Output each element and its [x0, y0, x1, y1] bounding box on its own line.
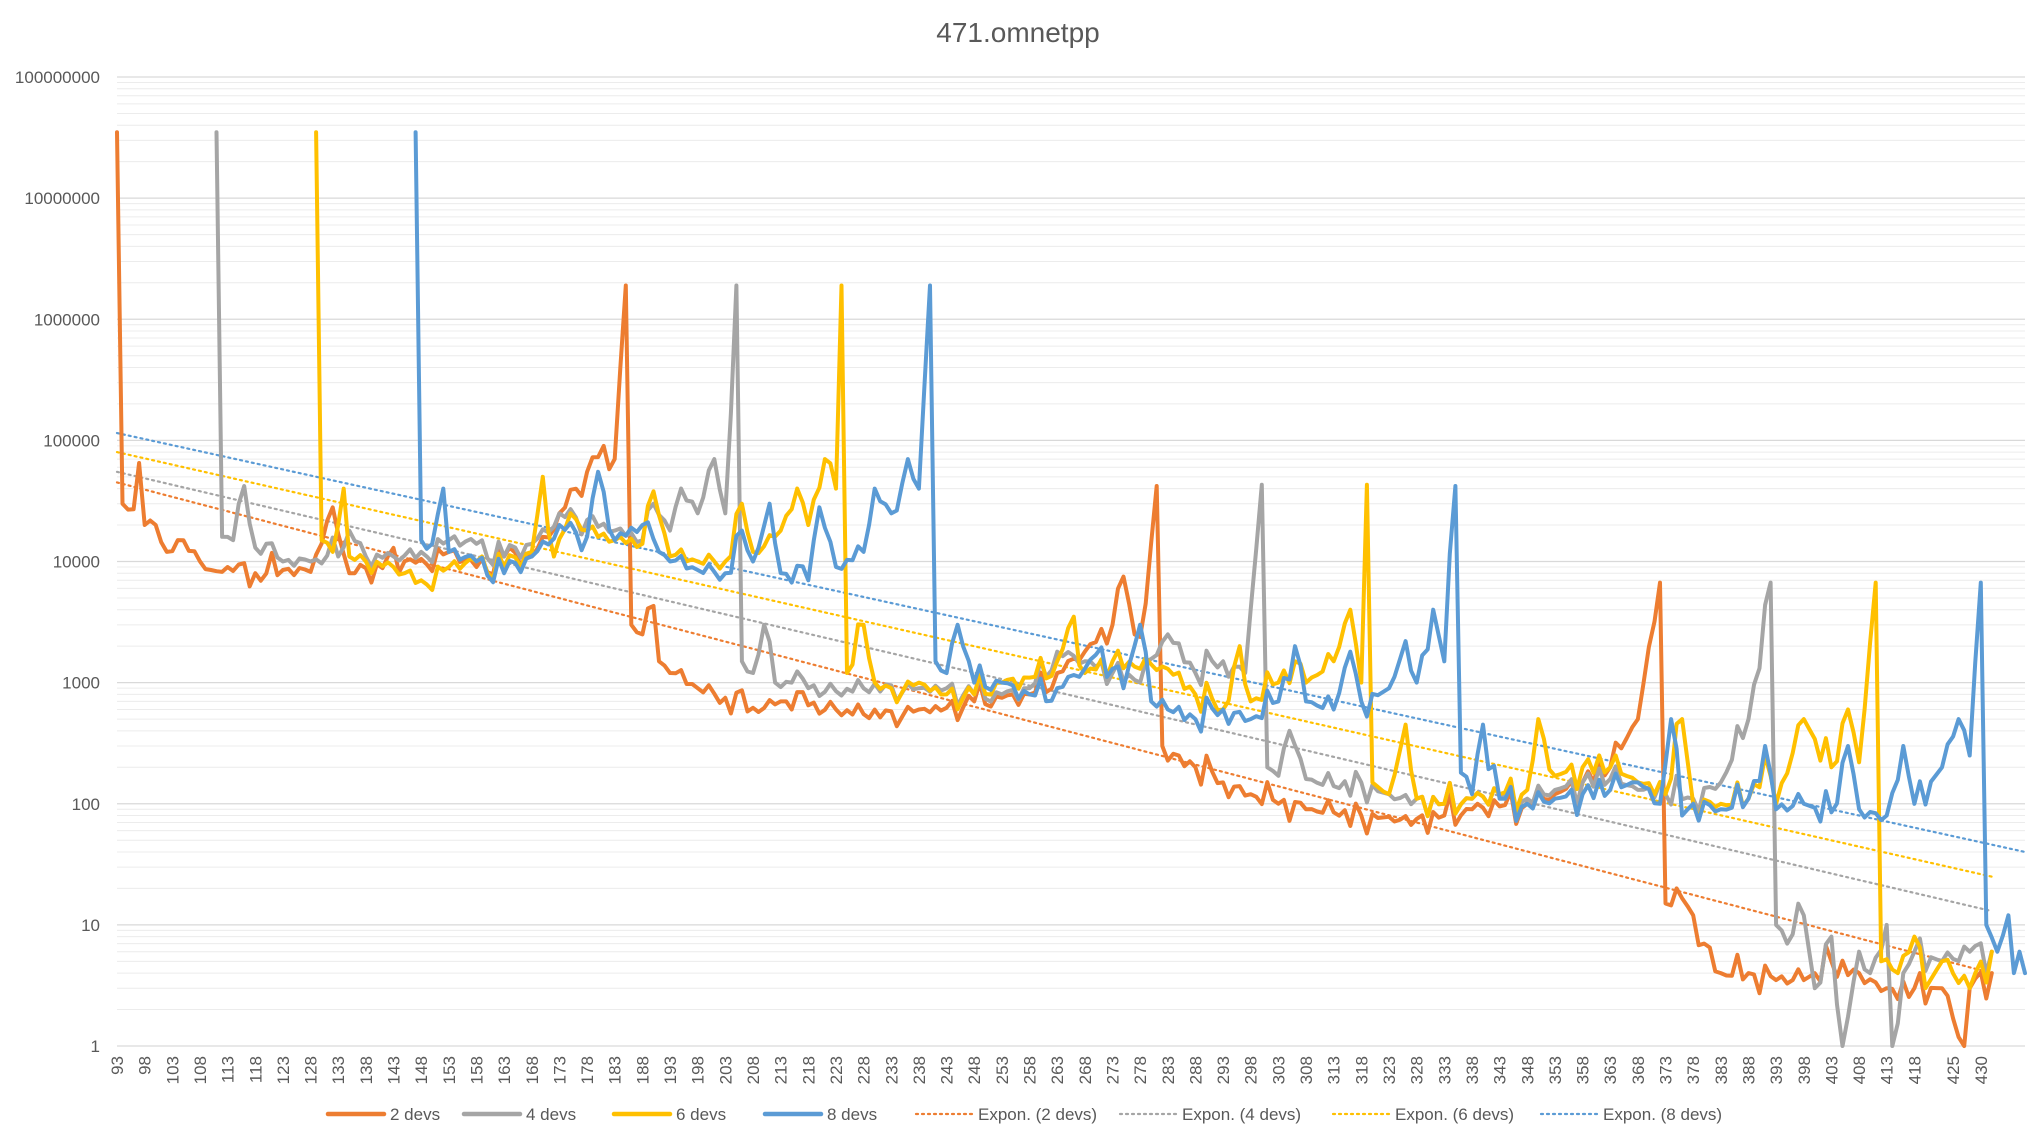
x-tick-label: 173: [550, 1056, 569, 1084]
x-tick-label: 368: [1629, 1056, 1648, 1084]
x-tick-label: 153: [440, 1056, 459, 1084]
legend-label: Expon. (2 devs): [978, 1105, 1097, 1124]
legend-label: 8 devs: [827, 1105, 877, 1124]
x-tick-label: 343: [1491, 1056, 1510, 1084]
y-tick-label: 10000000: [24, 189, 100, 208]
x-tick-label: 223: [827, 1056, 846, 1084]
x-tick-label: 358: [1574, 1056, 1593, 1084]
x-tick-label: 258: [1021, 1056, 1040, 1084]
x-tick-label: 198: [689, 1056, 708, 1084]
x-tick-label: 183: [606, 1056, 625, 1084]
y-tick-label: 1000000: [34, 310, 100, 329]
x-tick-label: 298: [1242, 1056, 1261, 1084]
x-tick-label: 268: [1076, 1056, 1095, 1084]
x-tick-label: 208: [744, 1056, 763, 1084]
x-tick-label: 425: [1944, 1056, 1963, 1084]
x-tick-label: 303: [1269, 1056, 1288, 1084]
x-tick-label: 418: [1905, 1056, 1924, 1084]
x-tick-label: 278: [1131, 1056, 1150, 1084]
x-tick-label: 193: [661, 1056, 680, 1084]
x-tick-label: 238: [910, 1056, 929, 1084]
y-tick-label: 100000: [43, 431, 100, 450]
legend-label: 2 devs: [390, 1105, 440, 1124]
legend-label: 4 devs: [526, 1105, 576, 1124]
x-tick-label: 283: [1159, 1056, 1178, 1084]
x-tick-label: 203: [716, 1056, 735, 1084]
x-tick-label: 333: [1435, 1056, 1454, 1084]
x-tick-label: 158: [467, 1056, 486, 1084]
x-tick-label: 123: [274, 1056, 293, 1084]
x-tick-label: 138: [357, 1056, 376, 1084]
x-tick-label: 313: [1325, 1056, 1344, 1084]
legend-label: Expon. (6 devs): [1395, 1105, 1514, 1124]
x-tick-label: 178: [578, 1056, 597, 1084]
x-tick-label: 388: [1739, 1056, 1758, 1084]
y-tick-label: 10000: [53, 553, 100, 572]
x-tick-label: 213: [772, 1056, 791, 1084]
x-tick-label: 408: [1850, 1056, 1869, 1084]
chart-title: 471.omnetpp: [936, 17, 1099, 48]
x-tick-label: 403: [1822, 1056, 1841, 1084]
x-tick-label: 348: [1518, 1056, 1537, 1084]
x-tick-label: 218: [799, 1056, 818, 1084]
x-tick-label: 143: [385, 1056, 404, 1084]
x-tick-label: 328: [1408, 1056, 1427, 1084]
x-tick-label: 430: [1972, 1056, 1991, 1084]
trendline-Expon. (8 devs): [115, 431, 2027, 854]
x-tick-label: 338: [1463, 1056, 1482, 1084]
x-tick-label: 113: [219, 1056, 238, 1083]
x-tick-label: 108: [191, 1056, 210, 1084]
x-tick-label: 288: [1186, 1056, 1205, 1084]
x-tick-label: 318: [1352, 1056, 1371, 1084]
x-tick-label: 98: [136, 1056, 155, 1075]
x-tick-label: 148: [412, 1056, 431, 1084]
x-tick-label: 163: [495, 1056, 514, 1084]
x-tick-label: 228: [855, 1056, 874, 1084]
x-tick-label: 363: [1601, 1056, 1620, 1084]
y-tick-label: 1000: [62, 674, 100, 693]
x-tick-label: 353: [1546, 1056, 1565, 1084]
x-tick-label: 263: [1048, 1056, 1067, 1084]
x-tick-label: 373: [1657, 1056, 1676, 1084]
series-6-devs: [314, 130, 1994, 991]
x-tick-label: 383: [1712, 1056, 1731, 1084]
legend-label: Expon. (4 devs): [1182, 1105, 1301, 1124]
x-tick-label: 188: [633, 1056, 652, 1084]
legend: 2 devs 4 devs 6 devs 8 devs Expon. (2 devs) E…: [325, 1105, 1722, 1124]
series-lines: [115, 130, 2027, 1048]
grid-lines: [117, 76, 2025, 1047]
x-tick-label: 168: [523, 1056, 542, 1084]
x-tick-label: 133: [329, 1056, 348, 1084]
x-tick-label: 128: [302, 1056, 321, 1084]
x-tick-label: 243: [938, 1056, 957, 1084]
legend-label: Expon. (8 devs): [1603, 1105, 1722, 1124]
x-tick-label: 393: [1767, 1056, 1786, 1084]
x-tick-label: 248: [965, 1056, 984, 1084]
x-tick-label: 253: [993, 1056, 1012, 1084]
x-tick-label: 308: [1297, 1056, 1316, 1084]
x-tick-label: 93: [108, 1056, 127, 1075]
x-tick-label: 118: [246, 1056, 265, 1083]
y-axis-ticks: 1 10 100 1000 10000 100000 1000000 10000000 1000…: [15, 68, 100, 1056]
y-tick-label: 100000000: [15, 68, 100, 87]
x-tick-label: 378: [1684, 1056, 1703, 1084]
y-tick-label: 1: [91, 1037, 100, 1056]
x-tick-label: 413: [1878, 1056, 1897, 1084]
x-tick-label: 323: [1380, 1056, 1399, 1084]
legend-label: 6 devs: [676, 1105, 726, 1124]
x-tick-label: 293: [1214, 1056, 1233, 1084]
x-axis-ticks: 93 98 103 108 113 118 123 128 133 138 143 148 153 158…: [108, 1056, 1991, 1084]
x-tick-label: 103: [163, 1056, 182, 1084]
y-tick-label: 10: [81, 916, 100, 935]
y-tick-label: 100: [72, 795, 100, 814]
x-tick-label: 398: [1795, 1056, 1814, 1084]
series-8-devs: [413, 130, 2027, 976]
series-2-devs: [115, 130, 1994, 1048]
x-tick-label: 273: [1103, 1056, 1122, 1084]
x-tick-label: 233: [882, 1056, 901, 1084]
